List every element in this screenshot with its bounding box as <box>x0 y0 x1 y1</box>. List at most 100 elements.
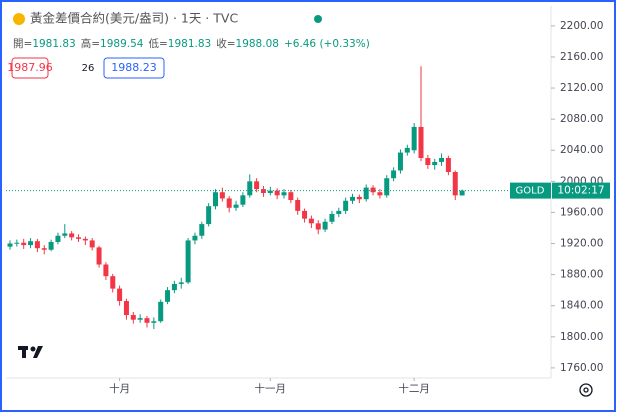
candle-body <box>151 321 157 323</box>
candle-body <box>302 210 308 219</box>
ask[interactable]: 1988.23 <box>111 61 157 74</box>
ohlc-label: 高= <box>81 37 100 50</box>
settings-icon[interactable] <box>579 383 593 397</box>
candle-body <box>117 288 123 302</box>
ohlc-value: 1981.83 <box>32 38 75 50</box>
candle-body <box>55 235 61 242</box>
candle-body <box>137 318 143 320</box>
ohlc-value: 1981.83 <box>168 38 211 50</box>
candle-body <box>459 190 465 196</box>
candle-body <box>34 241 40 249</box>
y-tick-label: 1960.00 <box>560 206 603 218</box>
candle-body <box>329 213 335 222</box>
x-tick-label: 十一月 <box>255 382 287 395</box>
candle-body <box>89 240 95 248</box>
candle-body <box>452 172 458 196</box>
candle-body <box>363 187 369 200</box>
candle-body <box>418 126 424 159</box>
market-status <box>314 15 322 23</box>
candle-body <box>21 242 27 246</box>
candle-body <box>370 187 376 193</box>
candle-body <box>254 181 260 190</box>
candle-body <box>336 210 342 214</box>
candle-body <box>356 196 362 200</box>
candle-body <box>130 315 136 320</box>
spread: 26 <box>82 63 95 74</box>
x-tick-label: 十月 <box>109 382 130 395</box>
ohlc-label: 低= <box>148 37 167 50</box>
candle-body <box>315 223 321 230</box>
candle-body <box>343 200 349 211</box>
candle-body <box>384 178 390 196</box>
candle-body <box>322 221 328 230</box>
candle-body <box>28 241 34 246</box>
symbol-icon <box>13 13 25 25</box>
change: +6.46 (+0.33%) <box>284 38 370 50</box>
y-tick-label: 1800.00 <box>560 331 603 343</box>
y-tick-label: 2080.00 <box>560 113 603 125</box>
candle-body <box>404 147 410 153</box>
candle-body <box>233 204 239 208</box>
ohlc-value: 1989.54 <box>100 38 144 50</box>
candle-body <box>76 237 81 239</box>
ohlc-label: 開= <box>13 38 32 50</box>
candle-body <box>445 158 451 173</box>
candle-body <box>432 161 438 166</box>
candle-body <box>144 318 150 323</box>
candle-body <box>240 195 246 205</box>
candle-body <box>439 158 445 162</box>
candle-body <box>377 192 383 196</box>
y-tick-label: 1760.00 <box>560 362 603 374</box>
candle-body <box>192 235 198 241</box>
candle-body <box>281 192 287 196</box>
candle-body <box>158 301 164 322</box>
symbol-tag <box>510 182 551 199</box>
candle-body <box>226 198 232 208</box>
candle-body <box>260 189 266 193</box>
candle-body <box>219 192 225 199</box>
chart-title: 黃金差價合約(美元/盎司) · 1天 · TVC <box>30 11 238 26</box>
y-tick-label: 1880.00 <box>560 269 603 281</box>
candle-body <box>213 192 218 207</box>
candle-body <box>295 199 301 211</box>
candle-body <box>247 181 253 196</box>
candle-body <box>308 218 314 224</box>
bid[interactable]: 1987.96 <box>7 61 53 74</box>
y-tick-label: 2160.00 <box>560 51 603 63</box>
candle-body <box>7 243 13 247</box>
candle-body <box>397 152 403 171</box>
candle-body <box>288 192 294 200</box>
ohlc-value: 1988.08 <box>236 38 279 50</box>
y-tick-label: 2040.00 <box>560 144 603 156</box>
candle-body <box>206 206 212 225</box>
y-tick-label: 1840.00 <box>560 300 603 312</box>
symbol-tag-text: GOLD <box>516 186 545 197</box>
settings-icon-center <box>583 387 589 393</box>
tv-logo <box>18 346 43 358</box>
candle-body <box>96 247 102 265</box>
candle-body <box>185 240 191 283</box>
candle-body <box>274 190 280 196</box>
candle-body <box>165 290 171 302</box>
ohlc-legend: 開=1981.83 高=1989.54 低=1981.83 收=1988.08 +6.4… <box>13 37 370 50</box>
candle-body <box>110 276 116 289</box>
ohlc-label: 收= <box>216 37 235 50</box>
candle-body <box>178 282 184 284</box>
candle-body <box>41 248 47 250</box>
candle-body <box>391 170 397 179</box>
candle-body <box>14 242 20 244</box>
ask-box[interactable] <box>103 57 165 79</box>
bid-box[interactable] <box>11 57 49 79</box>
candle-body <box>171 283 177 291</box>
y-tick-label: 2200.00 <box>560 20 603 32</box>
candle-body <box>103 264 109 277</box>
candle-body <box>48 241 54 250</box>
candle-body <box>199 224 205 236</box>
candle-body <box>69 233 75 238</box>
candle-body <box>62 233 68 236</box>
countdown-tag <box>552 182 610 199</box>
y-tick-label: 1920.00 <box>560 238 603 250</box>
candle-body <box>267 190 273 193</box>
